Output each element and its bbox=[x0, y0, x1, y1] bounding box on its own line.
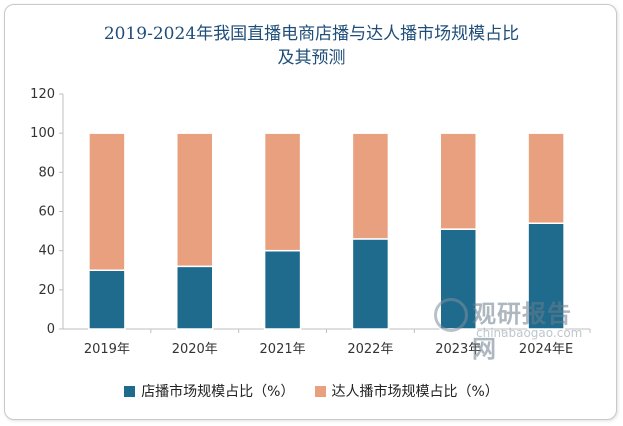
chart-title-line2: 及其预测 bbox=[277, 48, 346, 68]
y-tick-label: 80 bbox=[38, 165, 55, 180]
bar-influencer bbox=[527, 132, 565, 225]
bar-influencer bbox=[439, 132, 477, 230]
chart-title: 2019-2024年我国直播电商店播与达人播市场规模占比 及其预测 bbox=[0, 22, 623, 70]
legend-item-influencer: 达人播市场规模占比（%） bbox=[314, 381, 499, 401]
x-tick-label: 2023年 bbox=[435, 342, 481, 357]
x-tick-label: 2020年 bbox=[172, 342, 218, 357]
legend-item-store: 店播市场规模占比（%） bbox=[124, 381, 295, 401]
x-tick-label: 2022年 bbox=[347, 342, 393, 357]
watermark-sub: chinabaogao.com bbox=[476, 326, 583, 340]
y-tick-label: 40 bbox=[38, 244, 55, 259]
x-tick-label: 2021年 bbox=[260, 342, 306, 357]
y-tick-label: 20 bbox=[38, 283, 55, 298]
legend-swatch-influencer bbox=[314, 385, 326, 397]
y-tick-label: 100 bbox=[30, 126, 55, 141]
x-tick-label: 2024年E bbox=[519, 342, 573, 357]
legend: 店播市场规模占比（%） 达人播市场规模占比（%） bbox=[0, 381, 623, 401]
bar-influencer bbox=[176, 132, 214, 268]
bar-store bbox=[176, 265, 214, 330]
watermark-main: 观研报告网 bbox=[472, 300, 572, 363]
bar-influencer bbox=[88, 132, 126, 271]
bar-store bbox=[263, 249, 302, 330]
bar-store bbox=[88, 269, 126, 330]
bar-influencer bbox=[351, 132, 390, 240]
y-tick-label: 120 bbox=[30, 87, 55, 102]
bar-influencer bbox=[263, 132, 302, 252]
legend-swatch-store bbox=[124, 385, 136, 397]
legend-label-store: 店播市场规模占比（%） bbox=[141, 384, 295, 400]
x-tick-label: 2019年 bbox=[84, 342, 130, 357]
chart-title-line1: 2019-2024年我国直播电商店播与达人播市场规模占比 bbox=[103, 24, 520, 44]
bar-store bbox=[351, 238, 390, 330]
legend-label-influencer: 达人播市场规模占比（%） bbox=[331, 384, 499, 400]
y-tick-label: 0 bbox=[47, 322, 55, 337]
y-tick-label: 60 bbox=[38, 205, 55, 220]
watermark: 观研报告网 chinabaogao.com bbox=[432, 294, 592, 363]
watermark-logo-icon bbox=[434, 298, 468, 332]
